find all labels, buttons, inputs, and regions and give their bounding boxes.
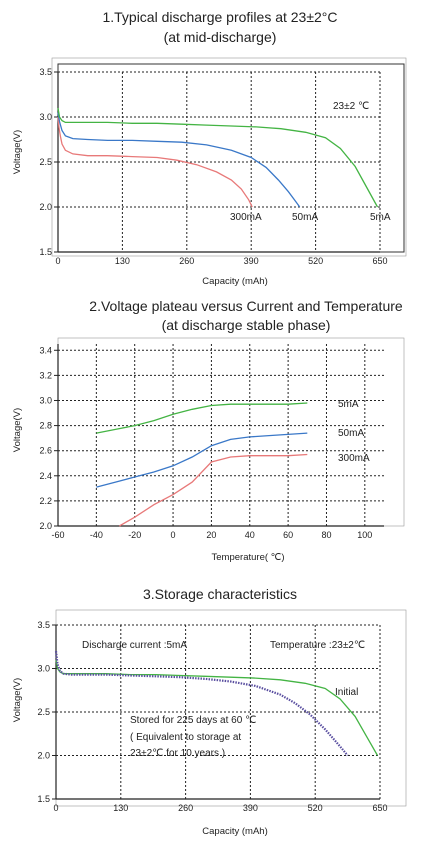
chart-1-temperature-note: 23±2 ℃ [333, 101, 369, 112]
y-tick-label: 2.2 [39, 496, 52, 506]
x-tick-label: 650 [372, 803, 387, 813]
x-tick-label: 390 [243, 803, 258, 813]
y-tick-label: 2.5 [37, 707, 50, 717]
y-tick-label: 2.0 [39, 202, 52, 212]
series-line-5ma [96, 402, 308, 434]
chart-1-frame [57, 63, 405, 253]
x-tick-label: 20 [206, 530, 216, 540]
chart-1-label-5mA: 5mA [370, 212, 391, 223]
x-tick-label: 650 [372, 256, 387, 266]
chart-3-ylabel: Voltage(V) [12, 678, 23, 722]
y-tick-label: 3.0 [39, 112, 52, 122]
y-tick-label: 2.0 [37, 751, 50, 761]
x-tick-label: 60 [283, 530, 293, 540]
chart-1-label-50mA: 50mA [292, 212, 318, 223]
chart-2-ylabel: Voltage(V) [12, 408, 23, 452]
chart-1-label-300mA: 300mA [230, 212, 262, 223]
series-line-initial [55, 659, 379, 756]
chart-1-ylabel: Voltage(V) [12, 130, 23, 174]
y-tick-label: 3.2 [39, 370, 52, 380]
x-tick-label: 0 [53, 803, 58, 813]
chart-1-subtitle: (at mid-discharge) [164, 29, 277, 45]
series-line-5ma [57, 107, 379, 208]
y-tick-label: 2.8 [39, 421, 52, 431]
chart-3-ticks: 0 130 260 390 520 650 1.5 2.0 2.5 3.0 3.5 [37, 620, 387, 813]
y-tick-label: 2.6 [39, 446, 52, 456]
chart-3-label-initial: Initial [335, 687, 358, 698]
chart-3-storage-note-3: 23±2℃ for 10 years ) [130, 748, 225, 759]
x-tick-label: 80 [321, 530, 331, 540]
chart-3-temperature-note: Temperature :23±2℃ [270, 640, 365, 651]
chart-2: 2.Voltage plateau versus Current and Tem… [12, 298, 405, 563]
x-tick-label: 520 [308, 256, 323, 266]
x-tick-label: -20 [128, 530, 141, 540]
chart-3-storage-note-1: Stored for 225 days at 60 ℃ [130, 715, 256, 726]
x-tick-label: 260 [179, 256, 194, 266]
y-tick-label: 3.0 [37, 664, 50, 674]
chart-2-xlabel: Temperature( ℃) [212, 552, 285, 563]
chart-2-ticks: -60 -40 -20 0 20 40 60 80 100 2.0 2.2 2.4 2.6 2.8 3.0 3… [39, 345, 372, 540]
x-tick-label: -60 [51, 530, 64, 540]
series-line-stored [54, 650, 349, 757]
chart-1-plot-area [51, 57, 407, 257]
x-tick-label: -40 [90, 530, 103, 540]
x-tick-label: 260 [178, 803, 193, 813]
series-line-50ma [96, 432, 308, 488]
chart-2-label-5mA: 5mA [338, 399, 359, 410]
chart-1-series [57, 107, 379, 208]
x-tick-label: 40 [245, 530, 255, 540]
chart-1-ticks: 0 130 260 390 520 650 1.5 2.0 2.5 3.0 3.5 [39, 67, 387, 266]
y-tick-label: 3.0 [39, 395, 52, 405]
chart-2-subtitle: (at discharge stable phase) [162, 317, 331, 333]
x-tick-label: 0 [171, 530, 176, 540]
chart-2-label-300mA: 300mA [338, 453, 370, 464]
chart-1-title: 1.Typical discharge profiles at 23±2°C [102, 9, 337, 25]
x-tick-label: 130 [115, 256, 130, 266]
chart-1: 1.Typical discharge profiles at 23±2°C (… [12, 9, 407, 287]
y-tick-label: 1.5 [37, 794, 50, 804]
y-tick-label: 3.5 [39, 67, 52, 77]
chart-2-series [96, 402, 308, 527]
chart-1-xlabel: Capacity (mAh) [202, 276, 267, 287]
chart-2-label-50mA: 50mA [338, 428, 364, 439]
y-tick-label: 1.5 [39, 247, 52, 257]
chart-3-grid [55, 624, 381, 800]
chart-3: 3.Storage characteristics 0 130 260 390 520 6… [12, 586, 407, 837]
chart-1-grid [57, 71, 381, 253]
y-tick-label: 2.5 [39, 157, 52, 167]
series-line-50ma [57, 112, 301, 208]
chart-3-series [54, 650, 379, 757]
chart-3-discharge-note: Discharge current :5mA [82, 640, 187, 651]
y-tick-label: 2.4 [39, 471, 52, 481]
chart-2-title: 2.Voltage plateau versus Current and Tem… [89, 298, 403, 314]
x-tick-label: 0 [55, 256, 60, 266]
x-tick-label: 390 [244, 256, 259, 266]
series-line-300ma [119, 453, 308, 527]
y-tick-label: 2.0 [39, 521, 52, 531]
chart-3-storage-note-2: ( Equivalent to storage at [130, 732, 241, 743]
x-tick-label: 100 [357, 530, 372, 540]
x-tick-label: 520 [308, 803, 323, 813]
x-tick-label: 130 [113, 803, 128, 813]
chart-3-xlabel: Capacity (mAh) [202, 826, 267, 837]
series-line-300ma [57, 116, 253, 208]
y-tick-label: 3.4 [39, 345, 52, 355]
chart-3-title: 3.Storage characteristics [143, 586, 297, 602]
chart-2-grid [57, 344, 384, 527]
y-tick-label: 3.5 [37, 620, 50, 630]
